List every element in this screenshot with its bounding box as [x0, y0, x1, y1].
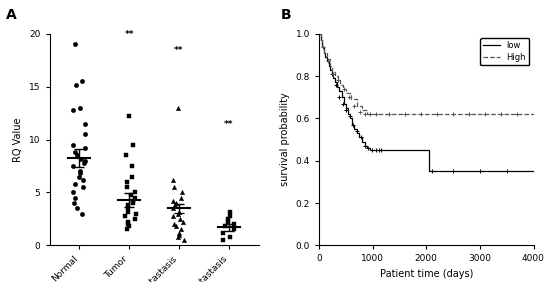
Point: [223, 217, 232, 221]
Point: [124, 222, 133, 226]
Point: [72, 153, 81, 158]
Point: [70, 150, 79, 155]
Point: [221, 224, 229, 228]
Point: [169, 222, 178, 226]
Text: **: **: [124, 30, 134, 39]
Point: [230, 227, 239, 232]
Point: [172, 201, 181, 205]
Point: [123, 227, 132, 232]
Point: [128, 164, 136, 168]
Point: [70, 201, 79, 205]
Point: [70, 195, 79, 200]
Point: [73, 206, 81, 211]
Text: B: B: [280, 8, 291, 23]
Point: [180, 238, 189, 242]
Point: [175, 217, 184, 221]
Point: [128, 174, 136, 179]
Point: [124, 224, 133, 228]
Point: [131, 217, 140, 221]
Point: [174, 235, 183, 239]
Point: [126, 192, 135, 197]
Point: [218, 238, 227, 242]
Point: [131, 190, 140, 195]
Point: [70, 42, 79, 47]
Point: [120, 213, 129, 218]
Point: [78, 79, 87, 84]
Point: [80, 122, 89, 126]
Point: [69, 143, 78, 147]
Y-axis label: survival probability: survival probability: [280, 93, 290, 186]
Point: [174, 105, 183, 110]
Point: [124, 203, 133, 208]
Point: [76, 156, 85, 161]
Point: [178, 220, 187, 224]
Point: [129, 143, 138, 147]
Point: [168, 199, 177, 203]
Point: [80, 132, 89, 136]
Point: [130, 195, 139, 200]
Point: [124, 114, 133, 118]
Point: [174, 232, 183, 237]
Point: [129, 201, 138, 205]
Point: [77, 212, 86, 216]
Point: [69, 164, 78, 168]
Point: [79, 178, 87, 182]
Point: [81, 146, 90, 150]
Point: [178, 190, 186, 195]
Point: [128, 199, 137, 203]
Point: [123, 209, 132, 214]
Point: [69, 190, 78, 195]
Text: A: A: [6, 8, 16, 23]
Point: [224, 220, 233, 224]
Point: [123, 185, 131, 190]
Point: [177, 227, 185, 232]
Text: **: **: [224, 120, 233, 129]
Y-axis label: RQ Value: RQ Value: [13, 117, 24, 162]
Point: [176, 195, 185, 200]
Point: [70, 182, 79, 186]
Point: [76, 171, 85, 176]
X-axis label: Patient time (days): Patient time (days): [379, 269, 473, 279]
Point: [69, 108, 78, 112]
Point: [169, 213, 178, 218]
Point: [80, 160, 89, 165]
Point: [229, 222, 238, 226]
Point: [124, 220, 133, 224]
Point: [124, 206, 133, 211]
Point: [169, 185, 178, 190]
Point: [169, 206, 178, 211]
Point: [81, 158, 90, 163]
Point: [72, 82, 81, 87]
Point: [123, 180, 131, 184]
Point: [173, 212, 182, 216]
Legend: low, High: low, High: [480, 38, 529, 65]
Text: **: **: [174, 46, 184, 55]
Point: [219, 230, 228, 235]
Point: [171, 203, 180, 208]
Point: [75, 105, 84, 110]
Point: [168, 178, 177, 182]
Point: [226, 213, 234, 218]
Point: [79, 185, 87, 190]
Point: [122, 153, 131, 158]
Point: [172, 224, 180, 228]
Point: [131, 212, 140, 216]
Point: [226, 209, 234, 214]
Point: [175, 209, 184, 214]
Point: [226, 235, 234, 239]
Point: [174, 230, 183, 235]
Point: [75, 174, 84, 179]
Point: [75, 169, 84, 173]
